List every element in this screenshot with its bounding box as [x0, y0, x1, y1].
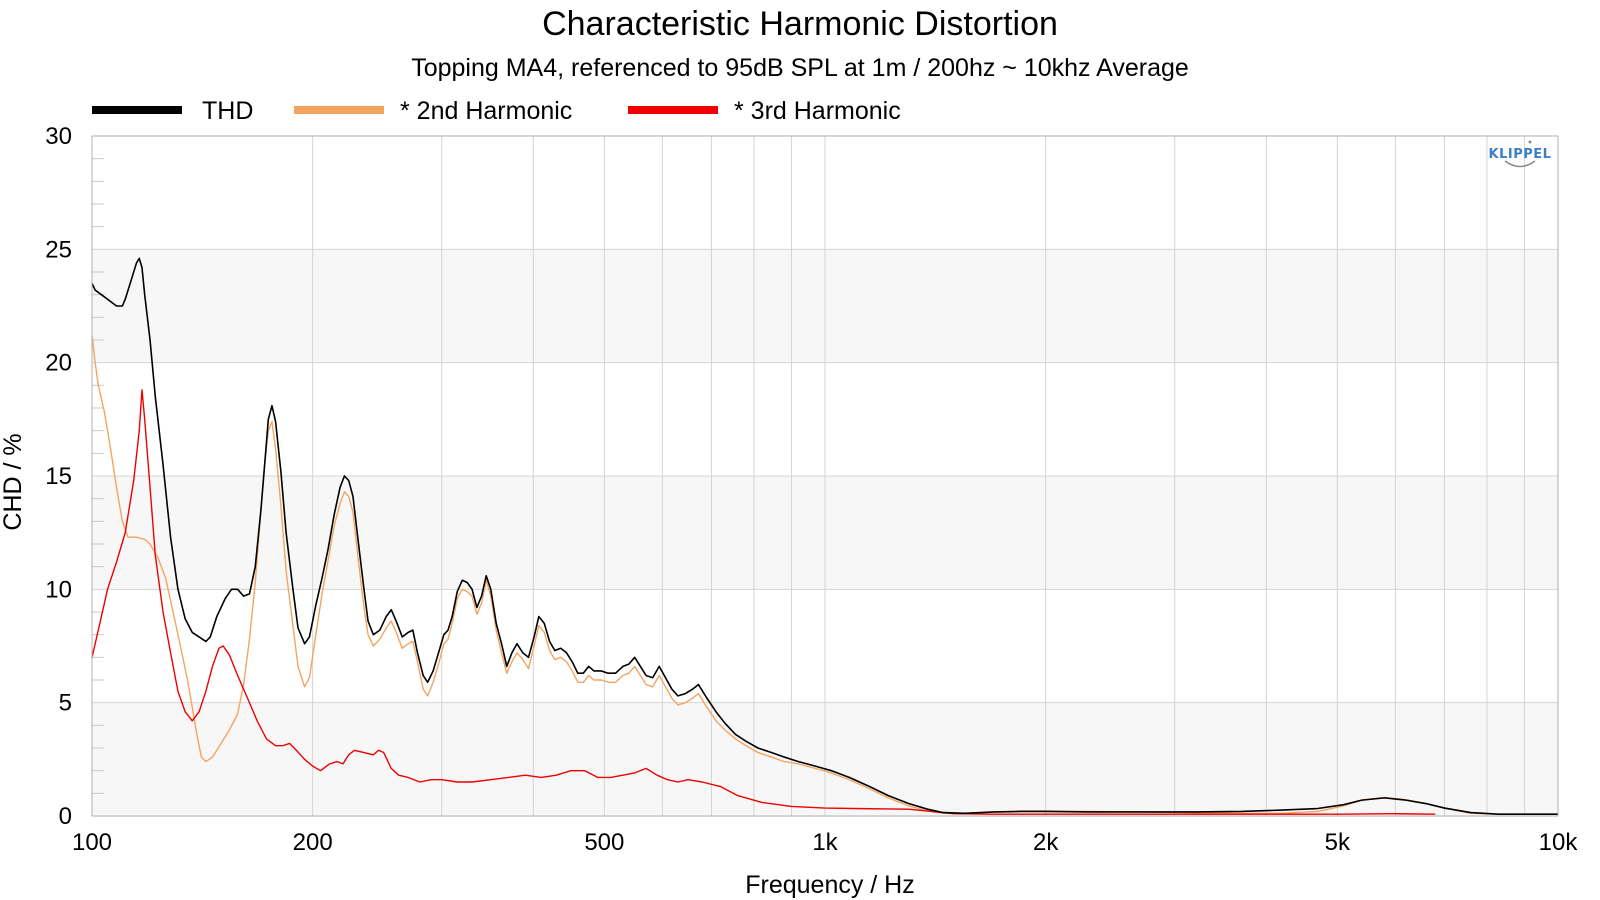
watermark-dot-icon	[1528, 140, 1532, 144]
x-tick-label: 1k	[812, 829, 838, 856]
series-line-2	[91, 389, 1436, 815]
watermark-swoosh-icon	[1504, 160, 1536, 168]
x-tick-label: 100	[72, 829, 112, 856]
y-tick-label: 10	[45, 576, 72, 603]
y-tick-label: 20	[45, 350, 72, 377]
legend: THD * 2nd Harmonic * 3rd Harmonic	[92, 97, 901, 125]
x-tick-label: 200	[293, 829, 333, 856]
legend-label: * 2nd Harmonic	[400, 97, 572, 125]
x-tick-label: 500	[584, 829, 624, 856]
x-tick-label: 2k	[1033, 829, 1059, 856]
y-tick-label: 30	[45, 123, 72, 150]
y-axis-label: CHD / %	[0, 433, 27, 530]
y-minor-ticks	[92, 158, 104, 794]
legend-label: * 3rd Harmonic	[734, 97, 901, 125]
tick-labels: 0 5 10 15 20 25 30 100 200 500 1k 2k 5k 10k	[45, 123, 1578, 856]
chart-subtitle: Topping MA4, referenced to 95dB SPL at 1…	[411, 54, 1189, 82]
x-axis-label: Frequency / Hz	[745, 871, 915, 899]
x-tick-label: 5k	[1325, 829, 1351, 856]
series-line-0	[91, 257, 1558, 815]
klippel-watermark: KLIPPEL	[1489, 140, 1552, 168]
plot-frame	[91, 135, 1559, 817]
series-line-1	[91, 335, 1558, 815]
series-layer	[91, 257, 1558, 815]
chart-title: Characteristic Harmonic Distortion	[542, 5, 1058, 43]
y-tick-label: 25	[45, 236, 72, 263]
watermark-text: KLIPPEL	[1489, 147, 1552, 162]
y-tick-label: 5	[59, 690, 72, 717]
y-tick-label: 0	[59, 803, 72, 830]
legend-label: THD	[202, 97, 253, 125]
y-tick-label: 15	[45, 463, 72, 490]
x-tick-label: 10k	[1539, 829, 1579, 856]
